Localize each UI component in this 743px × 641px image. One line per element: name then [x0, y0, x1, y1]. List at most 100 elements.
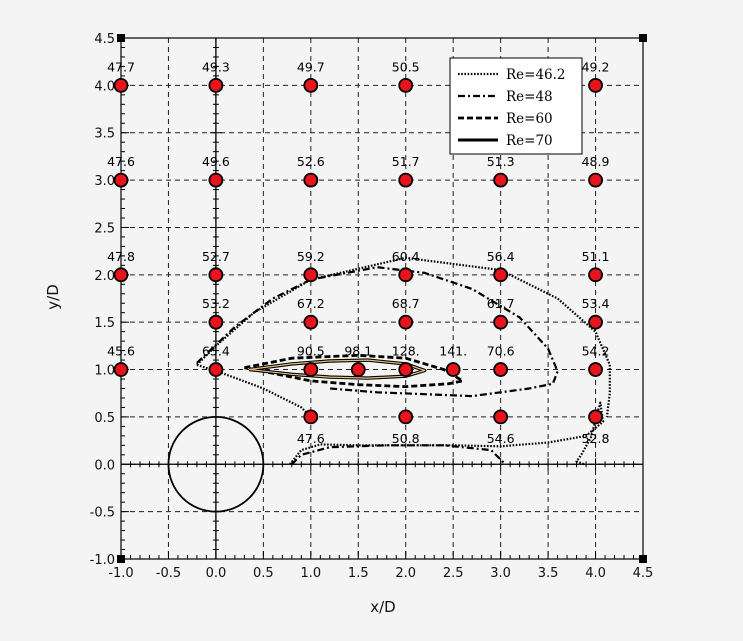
cylinder-outline	[167, 416, 265, 513]
data-point	[208, 362, 224, 377]
y-tick-label: 2.0	[94, 269, 115, 284]
data-label: 47.8	[107, 249, 135, 264]
cylinder	[167, 416, 265, 513]
data-point	[113, 267, 129, 283]
data-label: 61.7	[487, 296, 515, 311]
x-tick-label: -0.5	[156, 566, 181, 581]
series-line-re-48	[196, 266, 559, 398]
data-point	[303, 267, 319, 283]
data-label: 45.6	[107, 344, 135, 359]
y-tick-label: -0.5	[90, 506, 115, 521]
x-tick-label: 4.0	[585, 566, 606, 581]
series-line-re-60	[244, 353, 465, 388]
data-point	[588, 314, 603, 330]
x-tick-label: 2.5	[443, 566, 464, 581]
data-point	[398, 314, 414, 330]
frame-corner-marker	[117, 555, 125, 563]
data-point	[588, 77, 603, 93]
data-label: 65.4	[202, 344, 230, 359]
x-tick-label: 0.0	[206, 566, 227, 581]
x-tick-label: 2.0	[395, 566, 416, 581]
data-label: 50.5	[392, 59, 420, 74]
data-label: 67.2	[297, 296, 325, 311]
data-point	[208, 267, 224, 283]
data-point	[113, 362, 129, 377]
data-label: 49.2	[582, 59, 610, 74]
data-point	[398, 409, 414, 425]
data-label: 68.7	[392, 296, 420, 311]
data-point	[303, 314, 319, 330]
data-point	[493, 409, 509, 425]
data-label: 52.6	[297, 154, 325, 169]
series-line-re70	[249, 359, 426, 379]
data-label: 70.6	[487, 344, 515, 359]
data-point	[588, 409, 603, 425]
x-tick-label: -1.0	[108, 566, 133, 581]
axes	[117, 34, 647, 563]
data-label: 141.	[439, 344, 467, 359]
data-label: 51.7	[392, 154, 420, 169]
legend: Re=46.2 Re=48 Re=60 Re=70	[449, 57, 583, 155]
data-point	[445, 362, 461, 377]
y-tick-label: 4.0	[94, 79, 115, 94]
y-tick-label: 3.5	[94, 127, 115, 142]
data-label: 56.4	[487, 249, 515, 264]
data-label: 90.5	[297, 344, 325, 359]
data-label: 47.6	[297, 431, 325, 446]
x-tick-label: 3.5	[538, 566, 559, 581]
data-point	[208, 172, 224, 188]
data-label: 50.8	[392, 431, 420, 446]
data-point	[493, 314, 509, 330]
data-point	[303, 362, 319, 377]
data-label: 49.3	[202, 59, 230, 74]
legend-label: Re=48	[506, 89, 553, 105]
data-label: 52.8	[582, 431, 610, 446]
y-tick-label: 3.0	[94, 174, 115, 189]
data-label: 52.7	[202, 249, 230, 264]
data-point	[208, 314, 224, 330]
data-point	[398, 362, 414, 377]
data-points	[113, 77, 603, 425]
frame-corner-marker	[639, 34, 647, 42]
x-tick-label: 3.0	[490, 566, 511, 581]
data-point	[398, 77, 414, 93]
data-label: 51.3	[487, 154, 515, 169]
y-tick-label: 1.0	[94, 364, 115, 379]
data-point	[398, 172, 414, 188]
y-tick-label: 2.5	[94, 221, 115, 236]
legend-label: Re=60	[506, 111, 553, 127]
data-point	[303, 172, 319, 188]
point-labels: 47.7 49.3 49.7 50.5 49.2 47.6 49.6 52.6 51.7 51.3…	[107, 59, 609, 446]
data-label: 53.2	[202, 296, 230, 311]
y-tick-label: 0.5	[94, 411, 115, 426]
data-point	[588, 172, 603, 188]
data-point	[493, 267, 509, 283]
y-tick-label: 1.5	[94, 316, 115, 331]
data-point	[303, 409, 319, 425]
data-point	[493, 362, 509, 377]
legend-label: Re=70	[506, 133, 553, 149]
y-tick-label: 0.0	[94, 458, 115, 473]
data-point	[113, 172, 129, 188]
x-tick-label: 1.0	[300, 566, 321, 581]
data-point	[208, 77, 224, 93]
data-label: 59.2	[297, 249, 325, 264]
data-point	[493, 172, 509, 188]
y-tick-label: 4.5	[94, 32, 115, 47]
data-label: 48.9	[582, 154, 610, 169]
data-point	[303, 77, 319, 93]
data-label: 49.6	[202, 154, 230, 169]
series-line-re-46-2	[289, 401, 605, 466]
data-label: 47.6	[107, 154, 135, 169]
tick-labels: -1.0 -0.5 0.0 0.5 1.0 1.5 2.0 2.5 3.0 3.5 4.0 4.5 -1…	[90, 32, 654, 581]
x-axis-label: x/D	[370, 598, 395, 616]
x-tick-label: 4.5	[633, 566, 654, 581]
data-label: 54.6	[487, 431, 515, 446]
data-point	[398, 267, 414, 283]
data-label: 60.4	[392, 249, 420, 264]
data-label: 53.4	[582, 296, 610, 311]
plot-frame	[120, 37, 644, 560]
y-axis-label: y/D	[44, 284, 62, 309]
